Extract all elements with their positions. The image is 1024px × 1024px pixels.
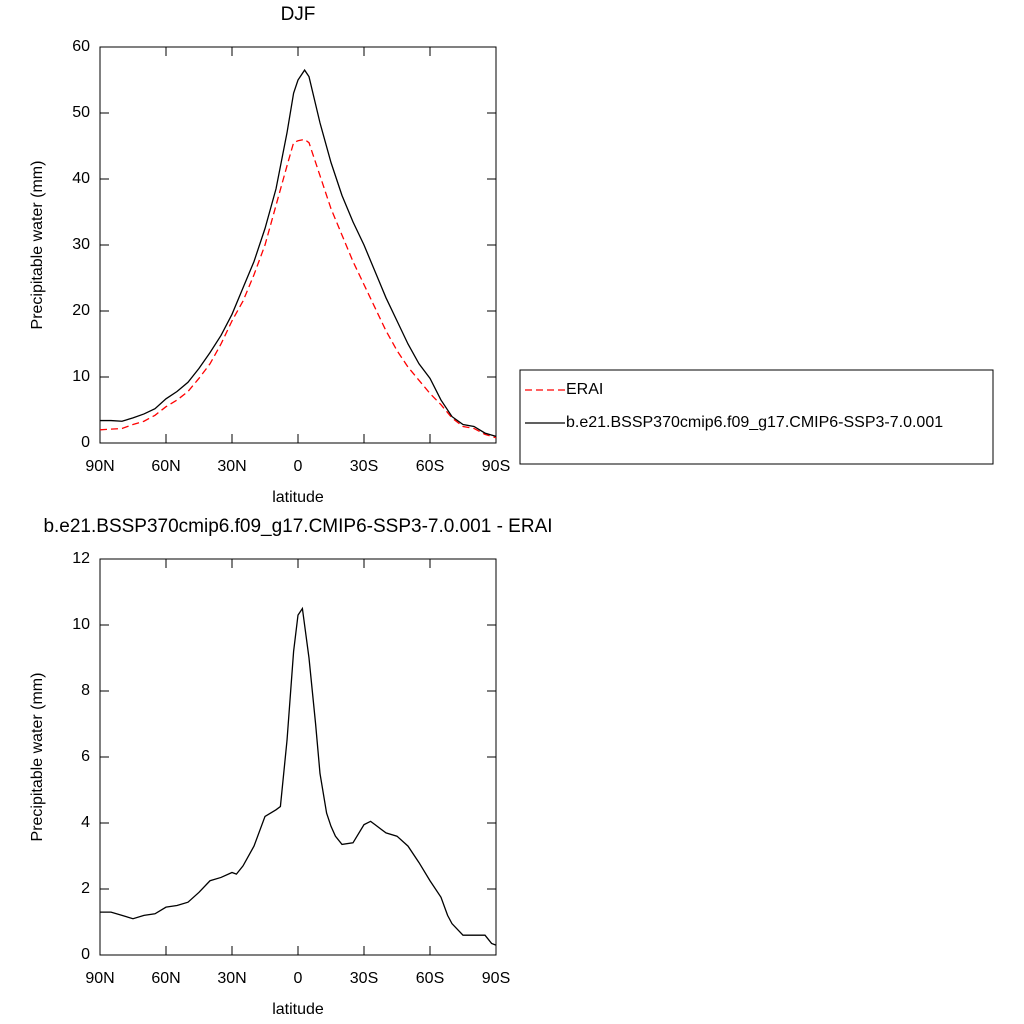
- x-tick-label: 30S: [350, 458, 378, 475]
- y-tick-label: 10: [72, 368, 90, 385]
- y-tick-label: 2: [81, 880, 90, 897]
- y-tick-label: 4: [81, 814, 90, 831]
- y-tick-label: 0: [81, 434, 90, 451]
- y-tick-label: 40: [72, 170, 90, 187]
- x-tick-label: 60S: [416, 458, 444, 475]
- legend-box: [519, 369, 994, 465]
- x-tick-label: 30S: [350, 970, 378, 987]
- legend-label: ERAI: [566, 381, 603, 398]
- y-tick-label: 10: [72, 616, 90, 633]
- data-line: [100, 606, 497, 946]
- y-tick-label: 20: [72, 302, 90, 319]
- x-tick-label: 30N: [217, 970, 246, 987]
- data-line: [99, 138, 497, 439]
- y-tick-label: 30: [72, 236, 90, 253]
- y-axis-label: Precipitable water (mm): [29, 673, 46, 842]
- y-tick-label: 12: [72, 550, 90, 567]
- y-tick-label: 0: [81, 946, 90, 963]
- legend-label: b.e21.BSSP370cmip6.f09_g17.CMIP6-SSP3-7.…: [566, 414, 943, 431]
- y-tick-label: 6: [81, 748, 90, 765]
- x-tick-label: 60N: [151, 970, 180, 987]
- x-tick-label: 0: [294, 970, 303, 987]
- chart-title: b.e21.BSSP370cmip6.f09_g17.CMIP6-SSP3-7.…: [43, 516, 552, 537]
- y-tick-label: 60: [72, 38, 90, 55]
- x-tick-label: 90S: [482, 970, 510, 987]
- x-tick-label: 90S: [482, 458, 510, 475]
- x-tick-label: 30N: [217, 458, 246, 475]
- y-tick-label: 8: [81, 682, 90, 699]
- data-line: [100, 68, 497, 438]
- x-tick-label: 60N: [151, 458, 180, 475]
- y-axis-label: Precipitable water (mm): [29, 161, 46, 330]
- x-axis-label: latitude: [272, 1001, 324, 1018]
- x-tick-label: 60S: [416, 970, 444, 987]
- y-tick-label: 50: [72, 104, 90, 121]
- x-tick-label: 0: [294, 458, 303, 475]
- x-axis-label: latitude: [272, 489, 324, 506]
- x-tick-label: 90N: [85, 458, 114, 475]
- chart-title: DJF: [281, 4, 316, 25]
- legend: ERAI b.e21.BSSP370cmip6.f09_g17.CMIP6-SSP…: [519, 369, 994, 465]
- plot-frame: [99, 46, 497, 444]
- x-tick-label: 90N: [85, 970, 114, 987]
